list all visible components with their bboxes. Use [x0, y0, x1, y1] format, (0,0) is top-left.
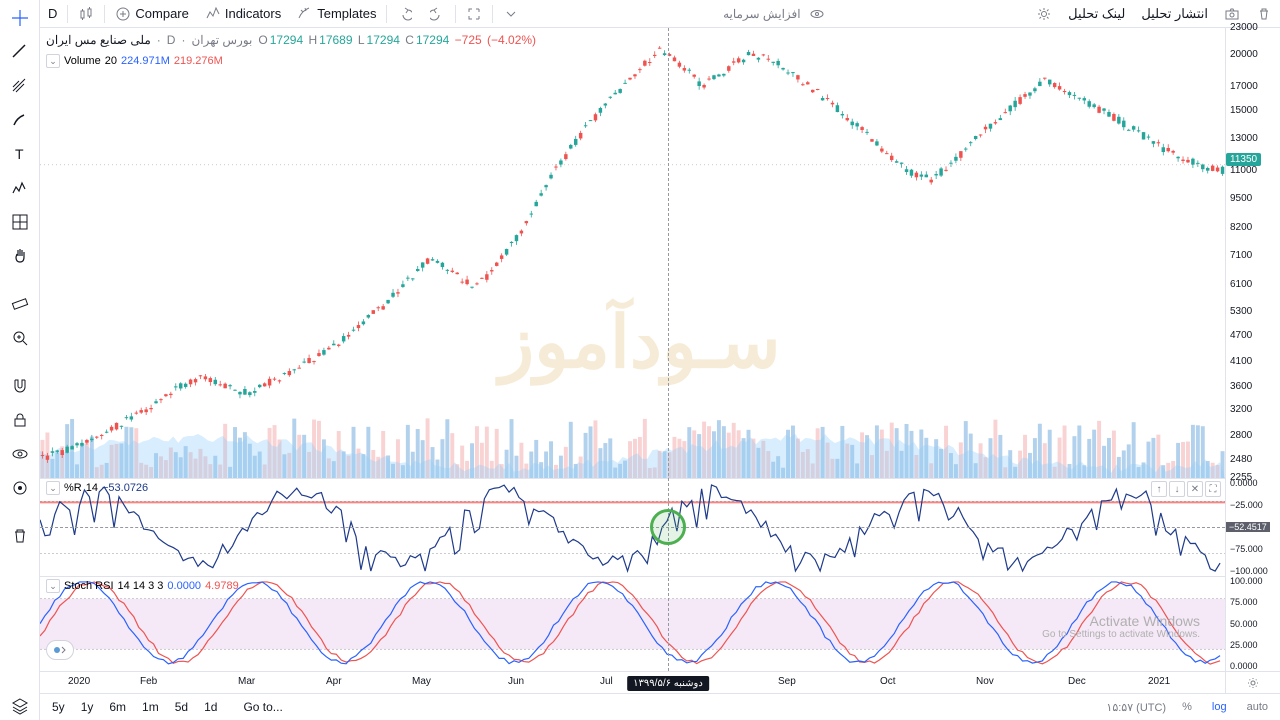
camera-icon	[1224, 6, 1240, 22]
goto-button[interactable]: Go to...	[239, 698, 286, 716]
wr-collapse[interactable]: ⌄	[46, 481, 60, 495]
fullscreen-icon	[466, 6, 482, 22]
wr-close[interactable]: ✕	[1187, 481, 1203, 497]
visibility-tool[interactable]	[4, 474, 36, 502]
range-1y[interactable]: 1y	[77, 698, 98, 716]
candle-icon	[78, 6, 94, 22]
fullscreen-button[interactable]	[458, 0, 490, 27]
date-tooltip: دوشنبه ۱۳۹۹/۵/۶	[627, 676, 709, 691]
ruler-tool[interactable]	[4, 290, 36, 318]
bottom-bar: 5y1y6m1m5d1d Go to... ۱۵:۵۷ (UTC) % log …	[40, 693, 1280, 720]
center-label: افزایش سرمایه	[723, 7, 801, 21]
wr-move-up[interactable]: ↑	[1151, 481, 1167, 497]
layers-tool[interactable]	[4, 692, 36, 720]
auto-button[interactable]: auto	[1243, 699, 1272, 715]
wr-move-down[interactable]: ↓	[1169, 481, 1185, 497]
clock: ۱۵:۵۷ (UTC)	[1106, 701, 1166, 714]
price-axis[interactable]: 2300020000170001500013000110009500820071…	[1225, 28, 1280, 478]
brush-tool[interactable]	[4, 106, 36, 134]
dropdown-button[interactable]	[495, 0, 527, 27]
plus-circle-icon	[115, 6, 131, 22]
range-5d[interactable]: 5d	[171, 698, 192, 716]
text-tool[interactable]: T	[4, 140, 36, 168]
stoch-label: Stoch RSI	[64, 580, 114, 592]
stoch-rsi-panel[interactable]: ⌄ Stoch RSI 14 14 3 3 0.0000 4.9789	[40, 576, 1225, 671]
cross-tool[interactable]	[4, 4, 36, 32]
undo-button[interactable]	[389, 0, 421, 27]
stoch-collapse[interactable]: ⌄	[46, 579, 60, 593]
hide-tool[interactable]	[4, 440, 36, 468]
top-toolbar: D Compare Indicators Templates افزایش سر…	[40, 0, 1280, 28]
stoch-d: 4.9789	[205, 580, 239, 592]
trash-icon	[1256, 6, 1272, 22]
stoch-k: 0.0000	[167, 580, 201, 592]
timeframe-button[interactable]: D	[40, 0, 65, 27]
pct-button[interactable]: %	[1178, 699, 1196, 715]
undo-icon	[397, 6, 413, 22]
trendline-tool[interactable]	[4, 38, 36, 66]
share-button[interactable]: انتشار تحلیل	[1133, 0, 1216, 27]
range-6m[interactable]: 6m	[105, 698, 130, 716]
settings-button[interactable]	[1028, 0, 1060, 27]
range-1m[interactable]: 1m	[138, 698, 163, 716]
trash-tool[interactable]	[4, 522, 36, 550]
templates-icon	[297, 6, 313, 22]
range-1d[interactable]: 1d	[200, 698, 221, 716]
indicators-icon	[205, 6, 221, 22]
compare-button[interactable]: Compare	[107, 0, 196, 27]
stoch-axis[interactable]: 100.00075.00050.00025.0000.0000	[1225, 576, 1280, 671]
redo-button[interactable]	[421, 0, 453, 27]
wr-label: %R	[64, 482, 82, 494]
svg-text:T: T	[15, 146, 24, 162]
stoch-params: 14 14 3 3	[118, 580, 164, 592]
lock-tool[interactable]	[4, 406, 36, 434]
eye-icon	[809, 6, 825, 22]
chevron-down-icon	[503, 6, 519, 22]
wr-max[interactable]: ⛶	[1205, 481, 1221, 497]
redo-icon	[429, 6, 445, 22]
log-button[interactable]: log	[1208, 699, 1231, 715]
indicators-button[interactable]: Indicators	[197, 0, 289, 27]
left-toolbar: T	[0, 0, 40, 720]
wr-period: 14	[86, 482, 98, 494]
gear-icon	[1036, 6, 1052, 22]
fib-tool[interactable]	[4, 72, 36, 100]
chart-type-button[interactable]	[70, 0, 102, 27]
collapse-handle[interactable]	[46, 640, 74, 660]
templates-button[interactable]: Templates	[289, 0, 384, 27]
link-button[interactable]: لینک تحلیل	[1060, 0, 1133, 27]
wr-axis[interactable]: 0.0000−25.000−50.000−75.000−100.000−52.4…	[1225, 478, 1280, 576]
main-chart[interactable]	[40, 28, 1225, 478]
wr-value: −53.0726	[102, 482, 148, 494]
williams-r-panel[interactable]: ⌄ %R 14 −53.0726 ↑ ↓ ✕ ⛶	[40, 478, 1225, 576]
pattern-tool[interactable]	[4, 174, 36, 202]
forecast-tool[interactable]	[4, 208, 36, 236]
time-axis-settings[interactable]	[1225, 671, 1280, 693]
range-5y[interactable]: 5y	[48, 698, 69, 716]
magnet-tool[interactable]	[4, 372, 36, 400]
zoom-tool[interactable]	[4, 324, 36, 352]
hand-tool[interactable]	[4, 242, 36, 270]
eye-button[interactable]	[801, 0, 833, 27]
